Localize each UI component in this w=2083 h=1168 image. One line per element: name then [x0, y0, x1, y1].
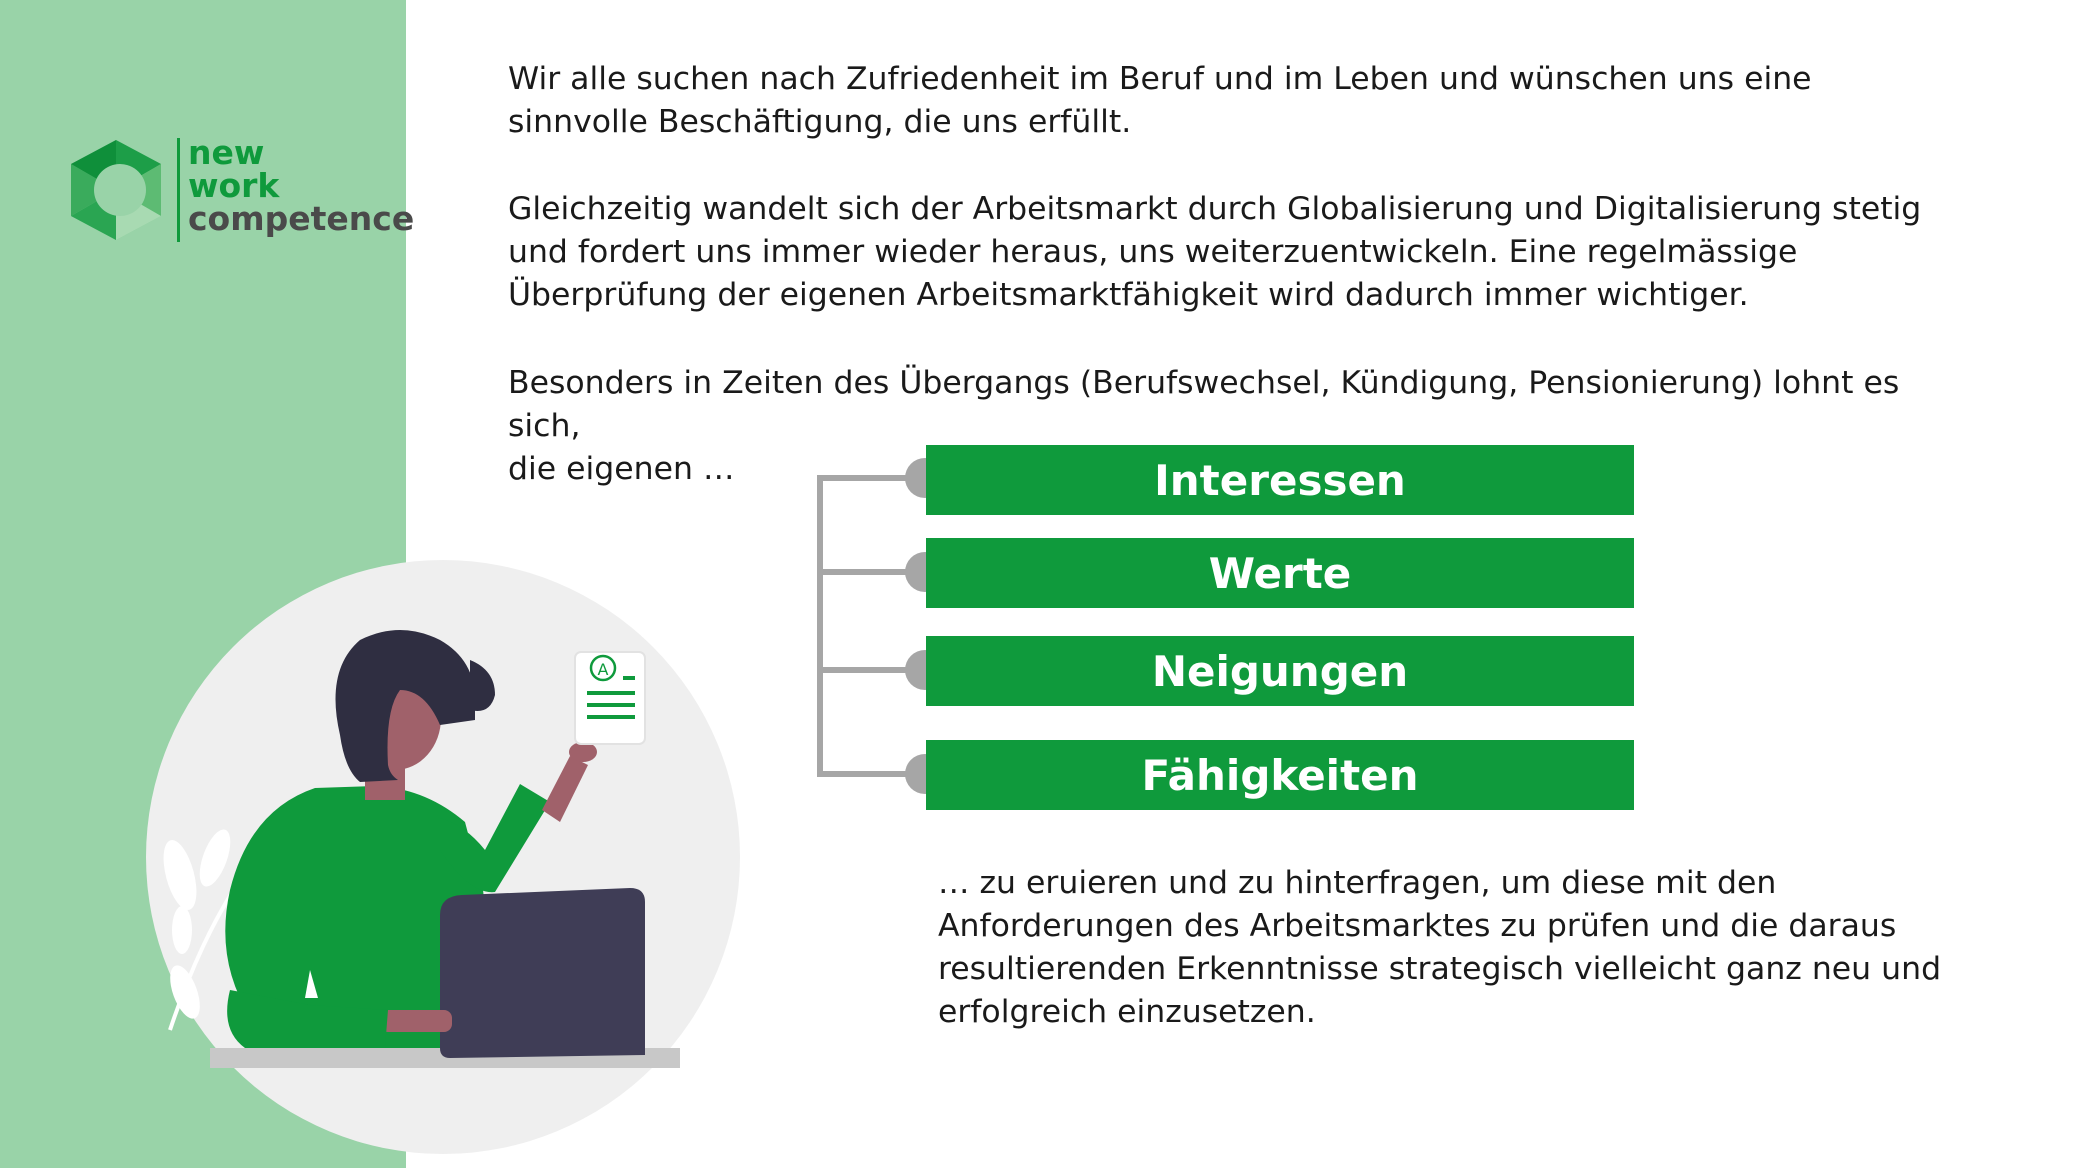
bar-werte: Werte	[926, 538, 1634, 608]
transition-paragraph: Besonders in Zeiten des Übergangs (Beruf…	[508, 365, 1900, 444]
logo-divider	[177, 138, 180, 242]
logo-word-work: work	[188, 166, 280, 205]
conclusion-paragraph: … zu eruieren und zu hinterfragen, um di…	[938, 865, 1942, 1030]
attribute-list: Interessen Werte Neigungen Fähigkeiten	[810, 440, 1640, 820]
illustration-graphic: A	[146, 560, 740, 1154]
bar-interessen: Interessen	[926, 445, 1634, 515]
logo-word-competence: competence	[188, 199, 415, 238]
document-letter: A	[598, 660, 609, 679]
bar-neigungen: Neigungen	[926, 636, 1634, 706]
logo-hexagon-icon	[71, 140, 161, 240]
own-lead-in-text: die eigenen …	[508, 451, 735, 487]
new-work-competence-logo: new work competence	[62, 136, 414, 252]
labor-market-paragraph: Gleichzeitig wandelt sich der Arbeitsmar…	[508, 191, 1922, 313]
woman-with-laptop-illustration: A	[140, 560, 740, 1160]
bar-faehigkeiten: Fähigkeiten	[926, 740, 1634, 810]
logo-wordmark: new work competence	[188, 136, 414, 235]
intro-paragraph: Wir alle suchen nach Zufriedenheit im Be…	[508, 61, 1812, 140]
logo-word-new: new	[188, 133, 265, 172]
